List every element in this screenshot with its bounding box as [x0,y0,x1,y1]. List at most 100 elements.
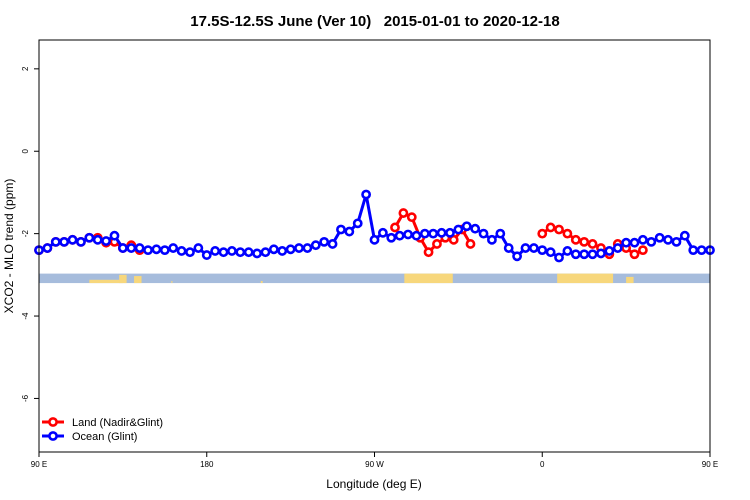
ocean-series-point [50,236,61,247]
ocean-series-point [377,227,388,238]
ocean-series-point [545,247,556,258]
ocean-series-point [629,237,640,248]
ocean-series-point [268,244,279,255]
land-segment-5 [404,273,453,284]
ocean-band [39,273,710,284]
series-layer [34,189,715,263]
ocean-series-point [201,250,212,260]
ocean-series-point [562,246,573,256]
ocean-series-point [117,243,128,253]
ocean-series-point [537,245,548,256]
axes: 90 E 180 90 W 0 90 E 2 0 -2 -4 -6 [21,66,718,469]
ocean-series-point [671,236,682,247]
legend-label: Land (Nadir&Glint) [72,417,163,429]
ocean-series-point [235,247,246,258]
legend-marker [48,417,58,427]
y-tick-label: -2 [21,230,30,238]
ocean-series-point [487,234,497,245]
ocean-series-point [151,244,162,255]
land-series-point [562,228,573,239]
ocean-series-point [336,224,346,235]
legend-entry: Land (Nadir&Glint) [42,417,163,429]
land-series-point [570,234,581,245]
land-series-point [448,234,459,245]
ocean-series-point [638,234,648,245]
ocean-series-point [344,226,355,237]
ocean-series-point [663,234,673,245]
ocean-series-point [428,228,439,239]
land-series-point [537,228,548,239]
ocean-series-point [76,236,86,247]
ocean-series-point [445,227,455,238]
land-segment-7 [626,276,634,284]
ocean-series-point [361,189,372,200]
ocean-series-point [570,249,581,260]
land-mask [39,273,710,284]
legend-marker [48,431,58,441]
ocean-series-point [394,230,405,241]
land-series-point [587,239,598,249]
ocean-series-point [436,227,447,238]
ocean-series-point [528,243,539,253]
ocean-series-point [411,230,422,241]
ocean-series-point [227,246,237,256]
ocean-series-point [696,245,707,256]
ocean-series-point [453,224,464,235]
ocean-series-point [159,245,170,256]
ocean-series-point [679,230,690,241]
ocean-series-point [403,229,413,240]
x-tick-label: 0 [540,460,545,469]
ocean-series-point [461,221,472,232]
ocean-series-point [84,232,95,243]
ocean-series-point [654,232,665,243]
land-segment-4 [260,281,263,284]
x-tick-label: 90 E [31,460,47,469]
ocean-series-point [109,230,120,241]
ocean-series-run-0 [34,189,715,263]
land-series-point [545,222,556,233]
ocean-series-point [319,236,330,247]
ocean-series-point [579,249,590,260]
land-series-point [554,224,564,235]
ocean-series-point [520,243,531,253]
chart-title: 17.5S-12.5S June (Ver 10) 2015-01-01 to … [190,13,559,30]
land-series-point [579,236,590,247]
ocean-series-point [101,236,111,246]
ocean-series-point [243,247,254,258]
ocean-series-point [42,243,53,253]
ocean-series-point [210,246,221,256]
land-series-point [406,212,417,223]
ocean-series-point [92,234,103,245]
land-series-point [465,239,476,249]
ocean-series-point [352,218,363,229]
land-segment-6 [557,273,614,284]
land-segment-0 [89,279,123,284]
land-series-point [432,239,442,249]
ocean-series-point [252,248,262,259]
ocean-series-point [596,248,606,259]
ocean-series-point [277,246,288,256]
ocean-series-point [386,232,397,243]
ocean-series-point [260,247,271,258]
y-axis-label: XCO2 - MLO trend (ppm) [2,179,16,314]
legend-label: Ocean (Glint) [72,431,137,443]
land-series-point [398,208,409,218]
land-series-point [629,249,640,260]
ocean-series-point [67,234,78,245]
ocean-series-point [688,245,699,256]
x-tick-label: 180 [200,460,214,469]
legend: Land (Nadir&Glint) Ocean (Glint) [42,417,163,443]
ocean-series-point [327,239,338,249]
x-tick-label: 90 W [365,460,384,469]
ocean-series-point [218,247,229,258]
ocean-series-point [495,228,506,239]
ocean-series-point [134,243,145,253]
ocean-series-point [621,237,632,248]
ocean-series-point [587,249,598,260]
y-tick-label: -6 [21,394,30,402]
ocean-series-point [126,243,137,253]
ocean-series-point [143,245,153,256]
ocean-series-point [554,252,564,263]
ocean-series-point [168,243,179,253]
ocean-series-point [310,240,321,251]
